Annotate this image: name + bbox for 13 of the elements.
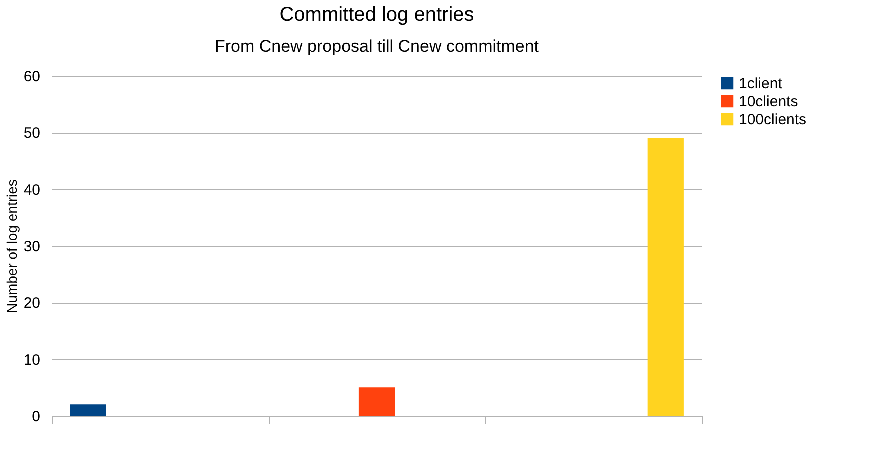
legend-label: 100clients: [739, 112, 807, 128]
chart-subtitle: From Cnew proposal till Cnew commitment: [214, 37, 540, 56]
y-tick-label: 60: [24, 68, 40, 86]
y-axis-title: Number of log entries: [4, 180, 20, 314]
y-tick-label: 20: [24, 295, 40, 312]
y-tick-label: 10: [24, 352, 40, 369]
y-tick-label: 40: [24, 182, 40, 199]
legend-label: 1client: [739, 76, 784, 92]
chart-title: Committed log entries: [280, 4, 474, 26]
y-tick-label: 50: [24, 125, 40, 142]
y-tick-label: 30: [24, 238, 40, 256]
legend-label: 10clients: [739, 94, 798, 110]
y-tick-label: 0: [32, 408, 40, 426]
